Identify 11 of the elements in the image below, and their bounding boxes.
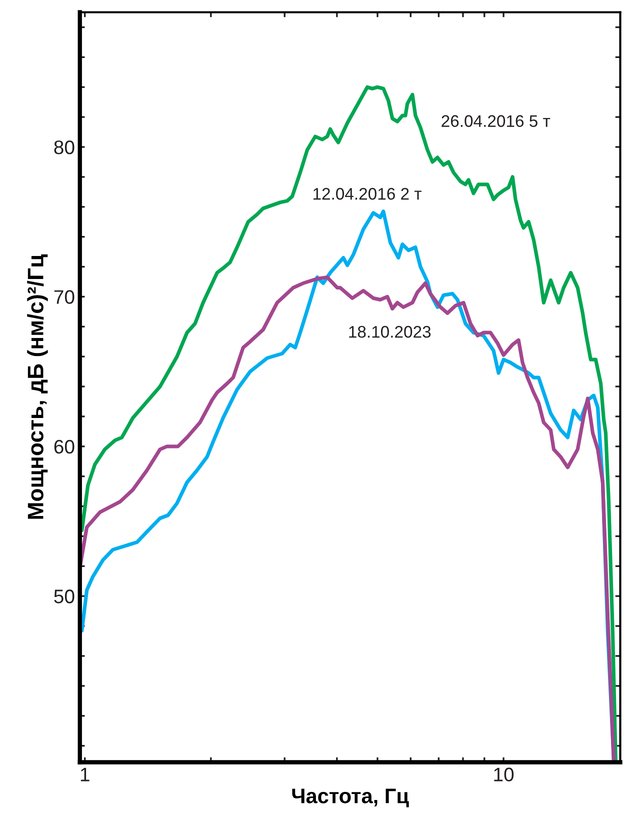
- series-label: 18.10.2023: [349, 326, 431, 338]
- y-tick-label: 80: [54, 140, 74, 154]
- y-tick-label: 60: [54, 440, 74, 454]
- x-axis-title: Частота, Гц: [292, 788, 409, 808]
- series-label: 26.04.2016 5 т: [442, 115, 550, 127]
- y-tick-label: 70: [54, 290, 74, 304]
- x-tick-label: 10: [494, 768, 514, 782]
- x-tick-label: 1: [80, 768, 90, 782]
- y-axis-title: Мощность, дБ (нм/с)²/Гц: [27, 254, 48, 519]
- y-tick-label: 50: [54, 590, 74, 604]
- series-label: 12.04.2016 2 т: [314, 188, 422, 200]
